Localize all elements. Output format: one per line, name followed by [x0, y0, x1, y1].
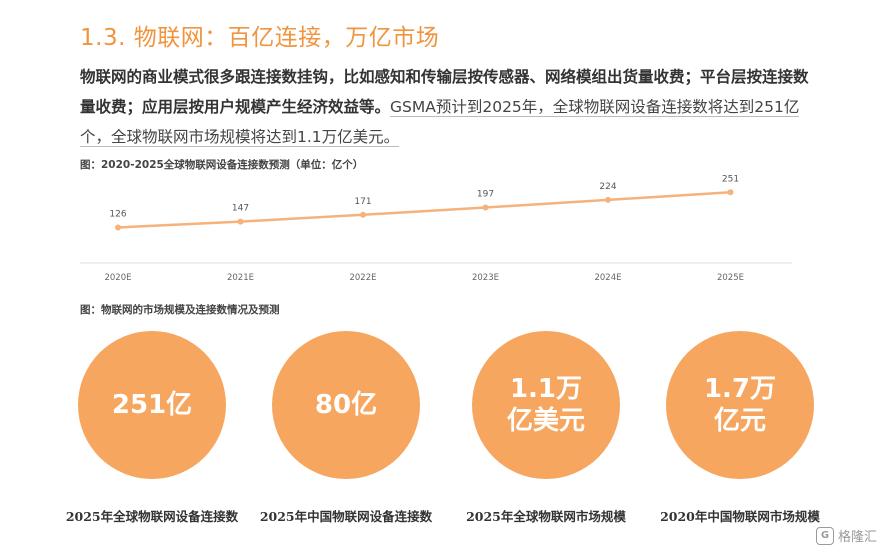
- intro-bold-text: 物联网的商业模式很多跟连接数挂钩，比如感知和传输层按传感器、网络模组出货量收费；…: [80, 68, 809, 116]
- watermark: G 格隆汇: [816, 526, 877, 545]
- connections-line-chart: 126 147 171 197 224 251 2020E 2021E 2022E 2023E 2…: [80, 174, 792, 283]
- stat-value-global-market: 1.1万 亿美元: [506, 374, 585, 436]
- stat-circle-global-connections: 251亿: [78, 331, 226, 479]
- x-tick-label-2023E: 2023E: [472, 273, 499, 283]
- stat-circle-china-connections: 80亿: [272, 331, 420, 479]
- data-point-2025E: [727, 189, 734, 196]
- caption-china-connections: 2025年中国物联网设备连接数: [259, 509, 433, 524]
- data-point-2021E: [237, 218, 244, 225]
- stat-value-china-connections: 80亿: [314, 390, 378, 420]
- stat-value-global-connections: 251亿: [111, 390, 193, 420]
- intro-paragraph: 物联网的商业模式很多跟连接数挂钩，比如感知和传输层按传感器、网络模组出货量收费；…: [80, 62, 820, 152]
- data-point-2023E: [482, 204, 489, 211]
- figure1-title: 图：2020-2025全球物联网设备连接数预测（单位：亿个）: [80, 159, 364, 171]
- data-label-2024E: 224: [599, 182, 616, 192]
- watermark-text: 格隆汇: [838, 530, 878, 545]
- stat-value-china-market: 1.7万 亿元: [703, 374, 777, 436]
- x-tick-label-2020E: 2020E: [104, 273, 131, 283]
- data-label-2022E: 171: [354, 197, 371, 207]
- caption-global-market: 2025年全球物联网市场规模: [466, 509, 626, 524]
- data-point-2020E: [115, 224, 121, 231]
- x-tick-label-2022E: 2022E: [349, 273, 376, 283]
- data-label-2023E: 197: [477, 189, 494, 199]
- gelonghui-logo-icon: G: [816, 526, 834, 545]
- data-point-2022E: [360, 211, 366, 218]
- x-tick-label-2021E: 2021E: [227, 273, 254, 283]
- x-tick-label-2024E: 2024E: [594, 273, 621, 283]
- caption-global-connections: 2025年全球物联网设备连接数: [65, 509, 239, 524]
- page-title: 1.3. 物联网：百亿连接，万亿市场: [80, 25, 440, 51]
- data-label-2025E: 251: [722, 174, 739, 184]
- stat-circle-china-market: 1.7万 亿元: [666, 331, 814, 479]
- intro-plain-text: GSMA预计到2025年，全球物联网设备连接数将达到251亿个，全球物联网市场规…: [80, 98, 800, 147]
- figure2-title: 图：物联网的市场规模及连接数情况及预测: [80, 304, 280, 316]
- caption-china-market: 2020年中国物联网市场规模: [660, 509, 820, 524]
- data-point-2024E: [605, 196, 611, 203]
- x-tick-label-2025E: 2025E: [717, 273, 744, 283]
- data-label-2020E: 126: [109, 209, 126, 219]
- series-line: [117, 191, 731, 229]
- data-label-2021E: 147: [232, 204, 249, 214]
- stat-circle-global-market: 1.1万 亿美元: [472, 331, 620, 479]
